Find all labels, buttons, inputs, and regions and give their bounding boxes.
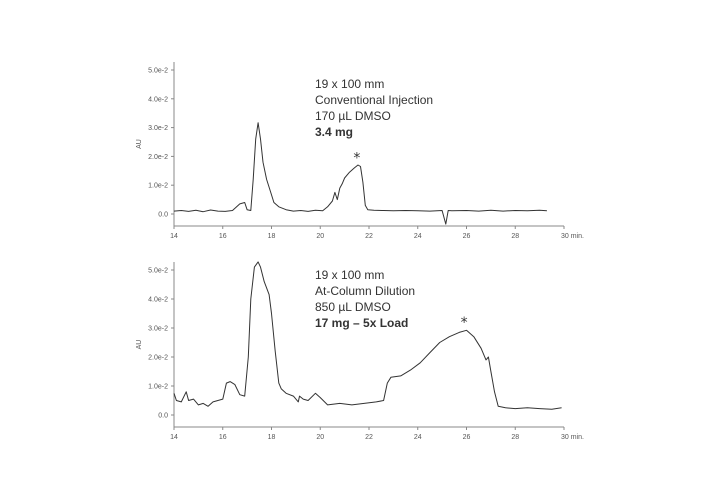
- y-axis-title: AU: [136, 340, 143, 350]
- x-tick-label: 18: [268, 434, 276, 441]
- x-tick-label: 24: [414, 233, 422, 240]
- annotation-line-1: 19 x 100 mm: [315, 77, 385, 91]
- x-tick-label: 30 min.: [561, 434, 584, 441]
- x-tick-label: 16: [219, 233, 227, 240]
- x-tick-label: 20: [316, 233, 324, 240]
- peak-asterisk-marker: *: [353, 151, 360, 167]
- x-tick-label: 24: [414, 434, 422, 441]
- chart-conventional-injection: 0.0 1.0e-2 2.0e-2 3.0e-2 4.0e-2 5.0e-2 14 16 18 2…: [136, 62, 584, 240]
- x-tick-label: 26: [463, 233, 471, 240]
- y-tick-label: 0.0: [158, 212, 168, 219]
- chromatogram-trace: [173, 122, 547, 225]
- x-tick-label: 20: [316, 434, 324, 441]
- annotation-line-3: 170 µL DMSO: [315, 109, 391, 123]
- annotation-line-2: At-Column Dilution: [315, 284, 416, 298]
- annotation-load: 17 mg – 5x Load: [315, 316, 409, 330]
- annotation-conventional: 19 x 100 mm Conventional Injection 170 µ…: [315, 76, 433, 140]
- x-tick-label: 16: [219, 434, 227, 441]
- x-tick-label: 22: [365, 434, 373, 441]
- y-tick-label: 2.0e-2: [148, 355, 168, 362]
- y-tick-label: 3.0e-2: [148, 125, 168, 132]
- y-tick-label: 4.0e-2: [148, 96, 168, 103]
- y-tick-label: 5.0e-2: [148, 68, 168, 75]
- y-tick-label: 4.0e-2: [148, 297, 168, 304]
- annotation-line-1: 19 x 100 mm: [315, 268, 385, 282]
- y-tick-label: 5.0e-2: [148, 268, 168, 275]
- x-tick-label: 14: [170, 434, 178, 441]
- peak-asterisk-marker: *: [461, 315, 468, 331]
- x-tick-label: 28: [511, 233, 519, 240]
- chart-at-column-dilution: 0.0 1.0e-2 2.0e-2 3.0e-2 4.0e-2 5.0e-2 14 16 18 2…: [136, 261, 584, 441]
- y-axis-title: AU: [136, 139, 143, 149]
- x-tick-label: 30 min.: [561, 233, 584, 240]
- y-tick-label: 3.0e-2: [148, 326, 168, 333]
- x-tick-label: 26: [463, 434, 471, 441]
- y-tick-label: 1.0e-2: [148, 384, 168, 391]
- y-tick-label: 0.0: [158, 413, 168, 420]
- y-tick-label: 2.0e-2: [148, 154, 168, 161]
- y-tick-label: 1.0e-2: [148, 183, 168, 190]
- annotation-load: 3.4 mg: [315, 125, 354, 139]
- x-tick-label: 28: [511, 434, 519, 441]
- annotation-line-3: 850 µL DMSO: [315, 300, 391, 314]
- x-tick-label: 22: [365, 233, 373, 240]
- x-tick-label: 14: [170, 233, 178, 240]
- x-tick-label: 18: [268, 233, 276, 240]
- annotation-line-2: Conventional Injection: [315, 93, 434, 107]
- chromatogram-trace: [173, 261, 562, 410]
- annotation-at-column: 19 x 100 mm At-Column Dilution 850 µL DM…: [315, 267, 415, 331]
